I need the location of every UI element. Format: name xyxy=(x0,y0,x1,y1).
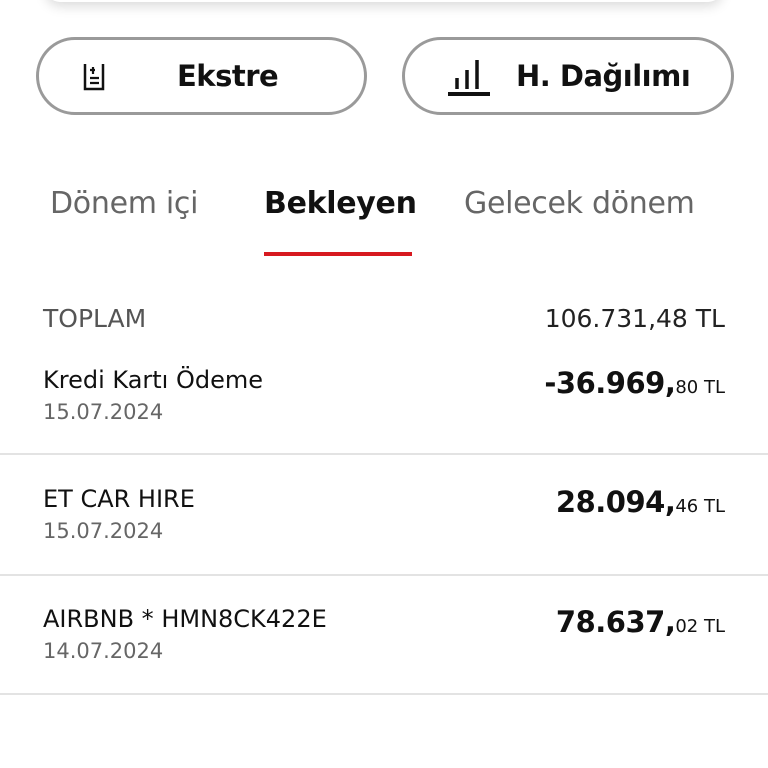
divider xyxy=(0,574,768,576)
amount-decimal: 46 TL xyxy=(675,496,725,517)
statement-button[interactable]: Ekstre xyxy=(36,37,367,115)
statement-icon xyxy=(83,62,105,92)
spending-distribution-label: H. Dağılımı xyxy=(516,59,691,93)
transaction-title: AIRBNB * HMN8CK422E xyxy=(43,605,327,633)
transaction-title: Kredi Kartı Ödeme xyxy=(43,366,264,394)
tab-current-period[interactable]: Dönem içi xyxy=(50,186,199,221)
total-row: TOPLAM 106.731,48 TL xyxy=(43,304,725,333)
amount-decimal: 02 TL xyxy=(675,616,725,637)
amount-main: 78.637, xyxy=(555,605,676,639)
transaction-date: 14.07.2024 xyxy=(43,639,164,663)
statement-label: Ekstre xyxy=(177,59,279,93)
total-value: 106.731,48 TL xyxy=(544,304,725,333)
amount-main: -36.969, xyxy=(544,366,676,400)
divider xyxy=(0,453,768,455)
tab-bar: Dönem içi Bekleyen Gelecek dönem xyxy=(0,186,768,258)
top-card xyxy=(46,0,722,2)
total-label: TOPLAM xyxy=(43,304,147,333)
transaction-date: 15.07.2024 xyxy=(43,400,164,424)
amount-main: 28.094, xyxy=(555,485,676,519)
transaction-amount: 28.094,46 TL xyxy=(556,485,725,519)
amount-decimal: 80 TL xyxy=(675,377,725,398)
tab-next-period[interactable]: Gelecek dönem xyxy=(464,186,695,221)
tab-pending[interactable]: Bekleyen xyxy=(264,186,417,221)
transaction-title: ET CAR HIRE xyxy=(43,485,195,513)
transaction-date: 15.07.2024 xyxy=(43,519,164,543)
divider xyxy=(0,693,768,695)
transaction-amount: -36.969,80 TL xyxy=(544,366,725,400)
active-tab-indicator xyxy=(264,252,412,256)
bar-chart-icon xyxy=(447,58,491,96)
spending-distribution-button[interactable]: H. Dağılımı xyxy=(402,37,734,115)
transaction-amount: 78.637,02 TL xyxy=(556,605,725,639)
